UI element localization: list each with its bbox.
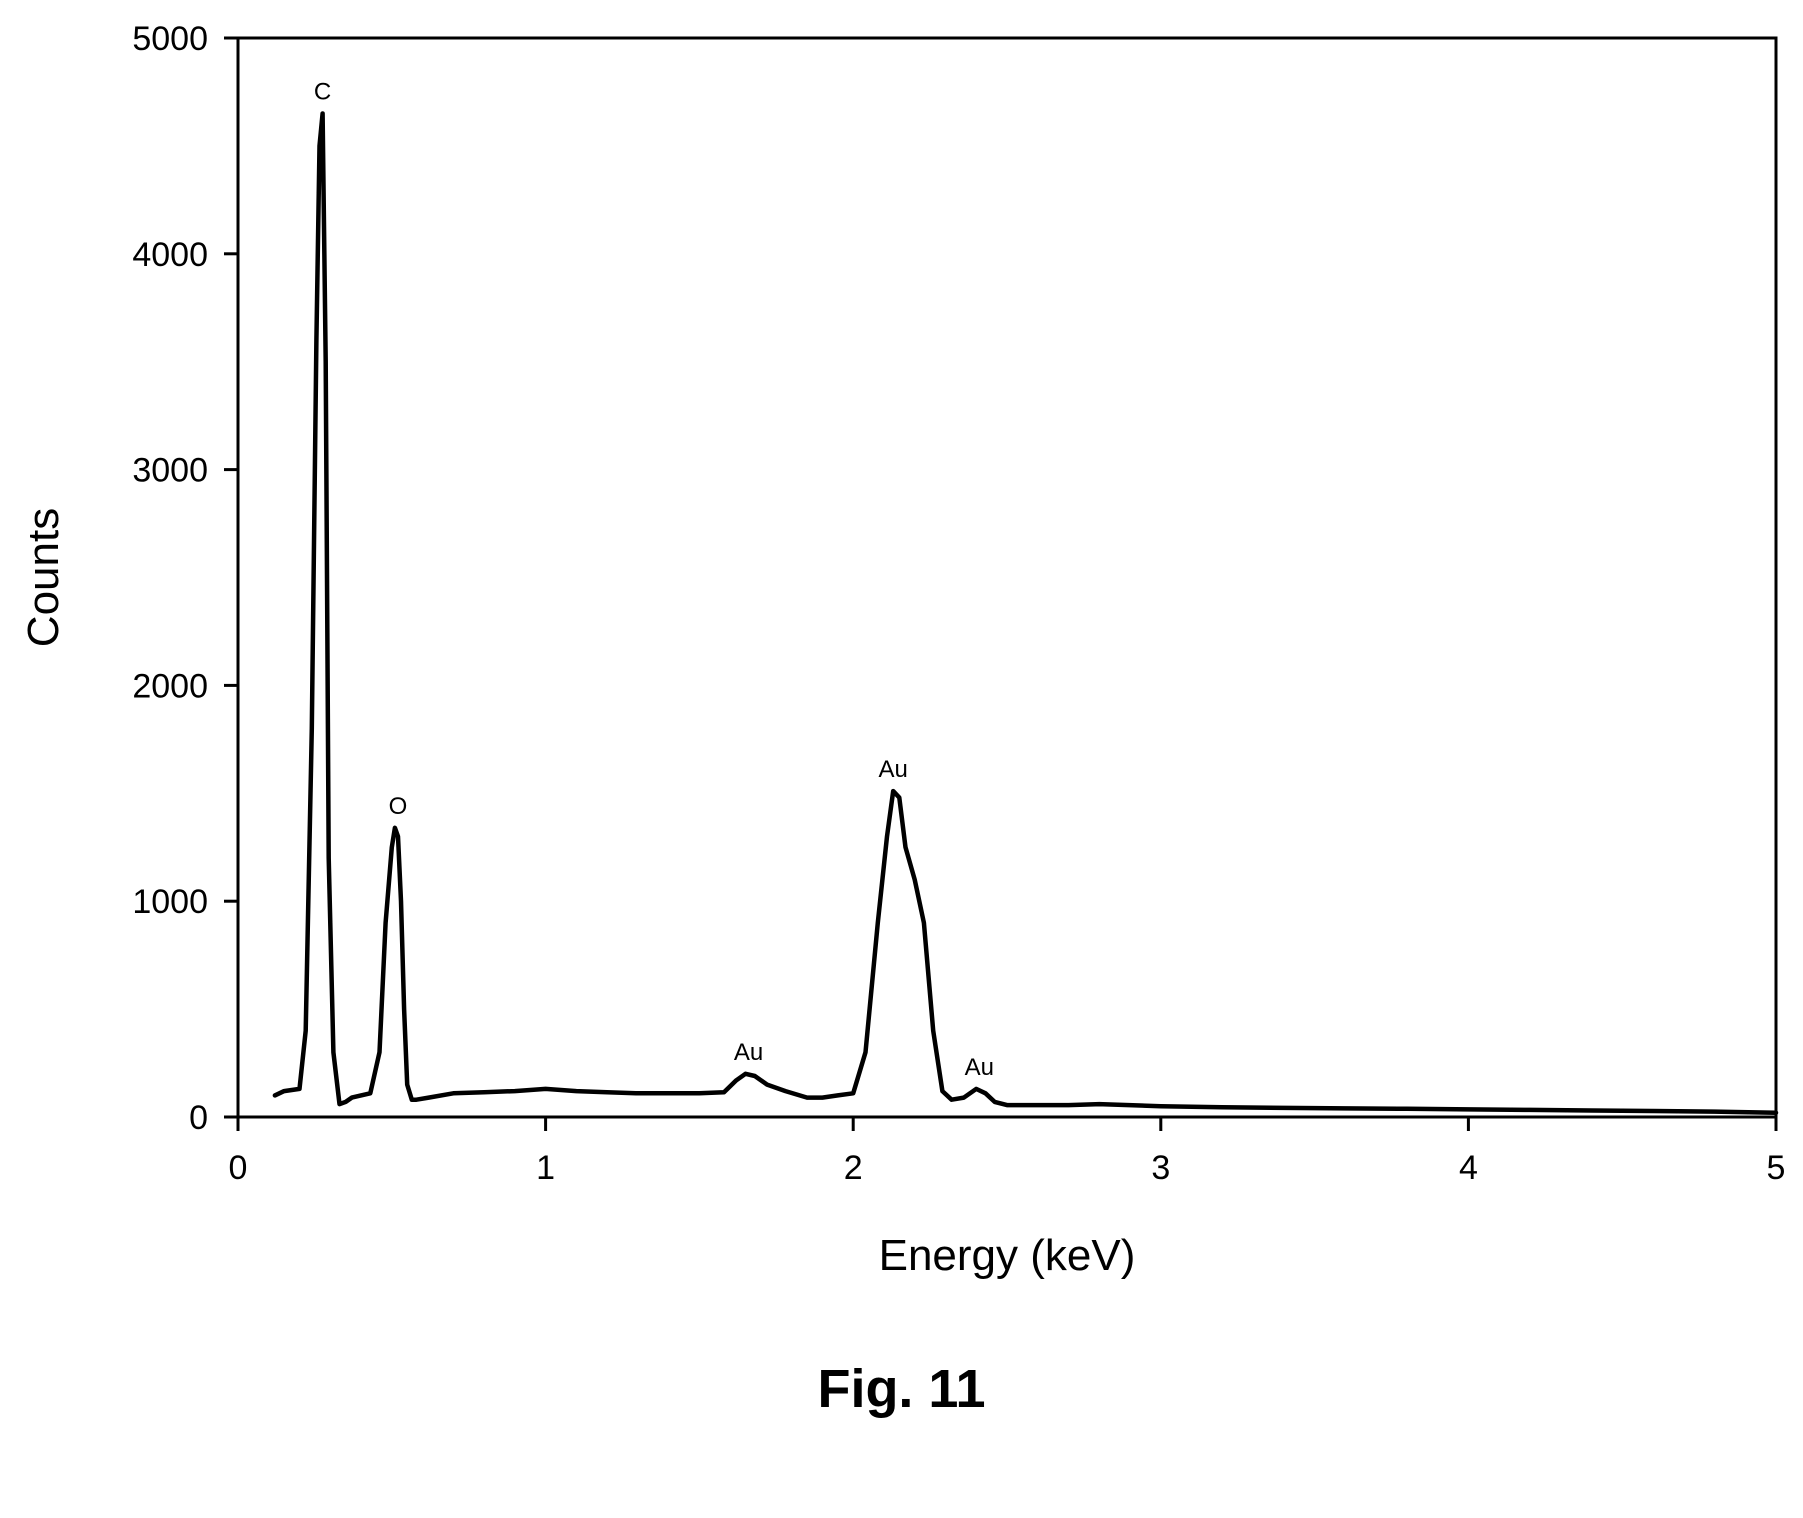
y-tick-label: 0 (189, 1099, 208, 1137)
peak-label: Au (734, 1039, 763, 1066)
x-tick-label: 4 (1459, 1149, 1478, 1187)
spectrum-line (272, 111, 1779, 1115)
y-axis-title: Counts (19, 508, 68, 647)
y-tick-label: 3000 (132, 452, 208, 490)
y-tick-label: 1000 (132, 883, 208, 921)
peak-labels: C O Au Au Au (314, 79, 994, 1081)
plot-frame (236, 36, 1778, 1119)
y-tick-label: 4000 (132, 236, 208, 274)
peak-label: O (389, 793, 408, 820)
peak-label: C (314, 79, 331, 106)
y-tick-label: 2000 (132, 667, 208, 705)
x-tick-label: 3 (1151, 1149, 1170, 1187)
x-axis-ticks: 0 1 2 3 4 5 (229, 1117, 1786, 1187)
x-tick-label: 5 (1767, 1149, 1786, 1187)
plot-area: 0 1 2 3 4 5 0 1000 2000 3000 4000 5000 C O Au Au Au (132, 20, 1785, 1187)
x-tick-label: 1 (536, 1149, 555, 1187)
y-tick-label: 5000 (132, 20, 208, 58)
peak-label: Au (965, 1054, 994, 1081)
x-axis-title: Energy (keV) (879, 1231, 1136, 1280)
y-axis-ticks: 0 1000 2000 3000 4000 5000 (132, 20, 238, 1137)
peak-label: Au (879, 756, 908, 783)
figure-caption: Fig. 11 (817, 1359, 986, 1419)
x-tick-label: 0 (229, 1149, 248, 1187)
x-tick-label: 2 (844, 1149, 863, 1187)
